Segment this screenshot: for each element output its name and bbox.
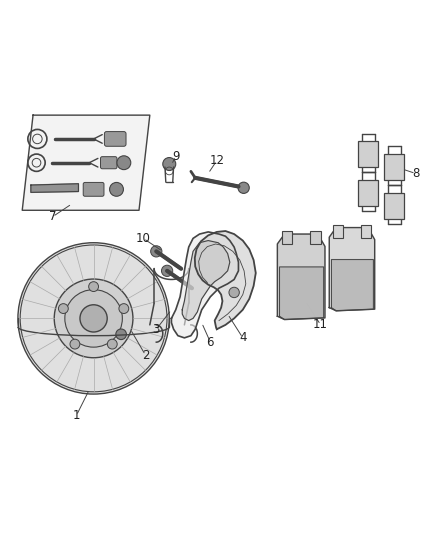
Circle shape [107, 339, 117, 349]
Circle shape [80, 305, 107, 332]
Circle shape [58, 304, 68, 313]
FancyBboxPatch shape [104, 132, 126, 146]
Polygon shape [31, 184, 78, 192]
Text: 8: 8 [412, 167, 420, 180]
Circle shape [119, 304, 129, 313]
Circle shape [163, 158, 176, 171]
Text: 10: 10 [136, 232, 151, 245]
Text: 4: 4 [239, 332, 247, 344]
Text: 9: 9 [172, 150, 180, 163]
Circle shape [162, 265, 173, 277]
Polygon shape [279, 267, 324, 319]
Polygon shape [182, 240, 230, 320]
Circle shape [151, 246, 162, 257]
Text: 11: 11 [313, 318, 328, 332]
FancyBboxPatch shape [358, 180, 378, 206]
FancyBboxPatch shape [83, 182, 104, 196]
Polygon shape [332, 260, 373, 311]
FancyBboxPatch shape [310, 231, 321, 244]
Polygon shape [329, 228, 374, 311]
Circle shape [110, 182, 124, 196]
Text: 6: 6 [207, 336, 214, 349]
FancyBboxPatch shape [384, 154, 404, 180]
FancyBboxPatch shape [360, 225, 371, 238]
Circle shape [70, 339, 80, 349]
Polygon shape [22, 115, 150, 211]
Text: 2: 2 [142, 349, 149, 362]
FancyBboxPatch shape [333, 225, 343, 238]
Polygon shape [171, 232, 238, 338]
Text: 3: 3 [152, 322, 160, 336]
Circle shape [229, 287, 239, 297]
Circle shape [54, 279, 133, 358]
FancyBboxPatch shape [100, 157, 117, 169]
Circle shape [18, 243, 169, 394]
Text: 7: 7 [49, 211, 56, 223]
Text: 12: 12 [209, 154, 224, 167]
Circle shape [116, 329, 127, 340]
FancyBboxPatch shape [358, 141, 378, 167]
Text: 1: 1 [73, 409, 80, 422]
Polygon shape [195, 231, 256, 329]
FancyBboxPatch shape [384, 193, 404, 219]
Circle shape [88, 281, 99, 292]
Polygon shape [277, 234, 325, 319]
Circle shape [65, 289, 122, 347]
Circle shape [117, 156, 131, 169]
Circle shape [238, 182, 249, 193]
FancyBboxPatch shape [282, 231, 292, 244]
